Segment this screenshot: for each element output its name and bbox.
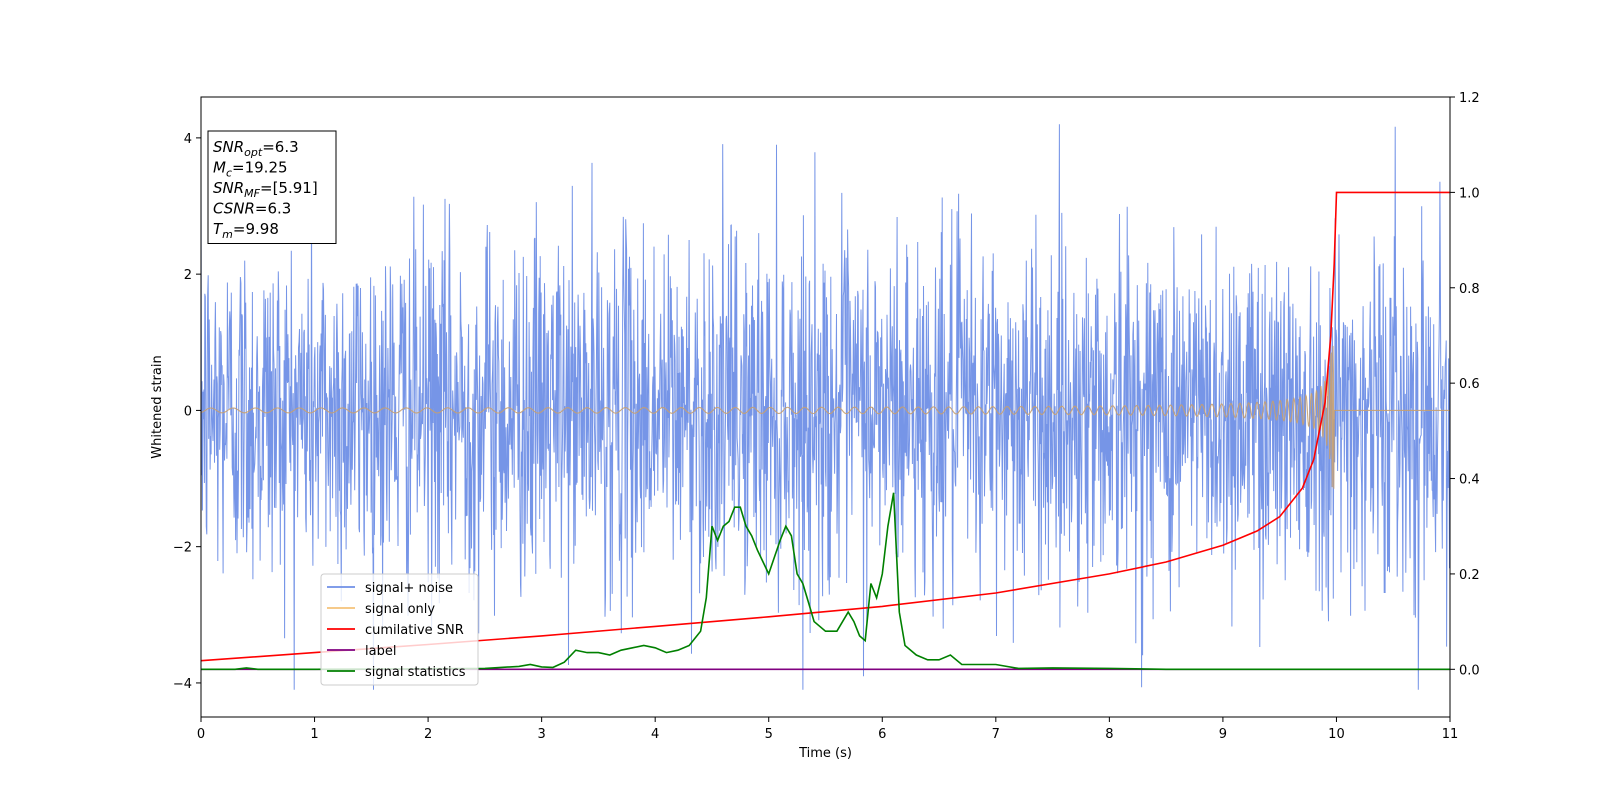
legend-label: signal only [365, 602, 435, 617]
y2-tick-label: 0.0 [1459, 663, 1480, 678]
info-subscript: MF [244, 187, 260, 200]
info-symbol: SNR [213, 179, 244, 197]
legend: signal+ noise signal only cumilative SNR la… [320, 573, 479, 686]
x-tick-label: 7 [992, 727, 1000, 742]
x-tick-label: 3 [537, 727, 545, 742]
info-box-line: SNRopt=6.3 [213, 138, 299, 159]
y2-tick-label: 1.0 [1459, 186, 1480, 201]
x-tick-label: 10 [1328, 727, 1345, 742]
info-symbol: M [213, 159, 226, 177]
x-tick-label: 0 [197, 727, 205, 742]
info-symbol: CSNR [213, 200, 255, 218]
legend-label: label [365, 644, 396, 659]
legend-frame [320, 573, 479, 686]
x-axis-label: Time (s) [798, 746, 852, 761]
info-value: =9.98 [233, 220, 279, 238]
series-signal-noise [201, 124, 1450, 690]
y2-tick-label: 0.6 [1459, 377, 1480, 392]
series-signal-only [201, 345, 1450, 489]
info-value: =6.3 [255, 200, 291, 218]
y2-tick-label: 0.8 [1459, 282, 1480, 297]
info-subscript: opt [244, 146, 263, 159]
info-symbol: SNR [213, 138, 244, 156]
axes-layer: 0 1 2 3 4 5 6 7 8 9 10 11 −4 −2 0 2 4 0.0 0.2 0.4 0.6 0.8 1.0 1… [173, 91, 1480, 742]
info-value: =6.3 [262, 138, 298, 156]
y-axis-label: Whitened strain [150, 355, 165, 458]
y-tick-label: 2 [184, 268, 192, 283]
y2-tick-label: 0.4 [1459, 473, 1480, 488]
info-box-line: CSNR=6.3 [213, 200, 291, 218]
legend-label: cumilative SNR [365, 623, 464, 638]
x-tick-label: 4 [651, 727, 659, 742]
y-tick-label: 0 [184, 404, 192, 419]
x-tick-label: 6 [878, 727, 886, 742]
y-tick-label: 4 [184, 132, 192, 147]
info-value: =[5.91] [260, 179, 318, 197]
x-tick-label: 1 [310, 727, 318, 742]
legend-label: signal+ noise [365, 581, 453, 596]
info-subscript: m [222, 228, 233, 241]
y2-tick-label: 0.2 [1459, 568, 1480, 583]
legend-label: signal statistics [365, 665, 466, 680]
info-value: =19.25 [232, 159, 288, 177]
x-tick-label: 9 [1219, 727, 1227, 742]
info-symbol: T [213, 220, 224, 238]
x-tick-label: 5 [765, 727, 773, 742]
x-tick-label: 11 [1442, 727, 1459, 742]
y-tick-label: −2 [173, 541, 192, 556]
y-tick-label: −4 [173, 677, 192, 692]
x-tick-label: 2 [424, 727, 432, 742]
info-box-line: Tm=9.98 [213, 220, 279, 241]
info-box-frame [207, 130, 337, 244]
info-subscript: c [226, 167, 232, 180]
info-box-line: Mc=19.25 [213, 159, 288, 180]
series-signal-statistics [201, 492, 1450, 671]
plot-frame [200, 96, 1451, 718]
info-box: SNRopt=6.3Mc=19.25SNRMF=[5.91]CSNR=6.3Tm… [207, 130, 337, 244]
x-tick-label: 8 [1105, 727, 1113, 742]
info-box-line: SNRMF=[5.91] [213, 179, 318, 200]
y2-tick-label: 1.2 [1459, 91, 1480, 106]
series-cumilative-snr [201, 191, 1450, 662]
